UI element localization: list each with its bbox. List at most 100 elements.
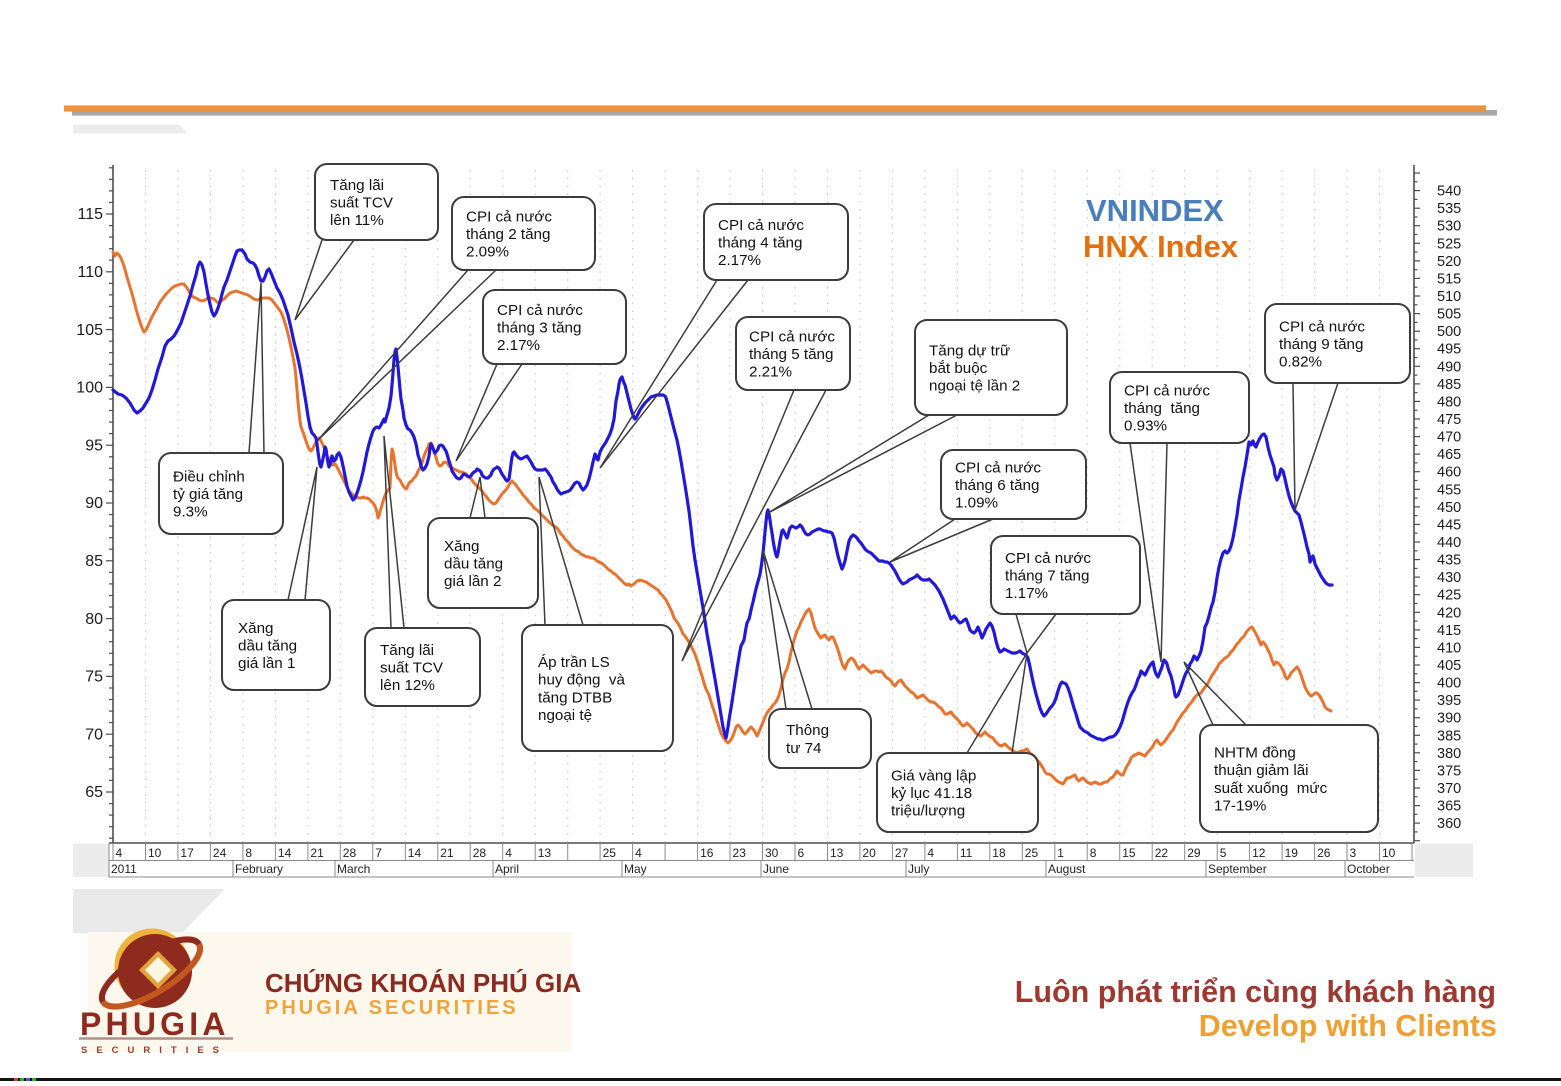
svg-text:1.17%: 1.17%: [1005, 585, 1048, 602]
svg-text:420: 420: [1437, 605, 1461, 621]
svg-text:tháng 9 tăng: tháng 9 tăng: [1279, 336, 1363, 353]
svg-text:510: 510: [1437, 289, 1461, 305]
svg-text:1.09%: 1.09%: [955, 495, 998, 512]
svg-text:26: 26: [1317, 846, 1331, 860]
svg-text:VNINDEX: VNINDEX: [1086, 193, 1224, 228]
svg-text:390: 390: [1437, 711, 1461, 727]
svg-text:CPI cả nước: CPI cả nước: [955, 459, 1041, 476]
svg-text:CHỨNG KHOÁN PHÚ GIA: CHỨNG KHOÁN PHÚ GIA: [265, 968, 581, 998]
svg-text:525: 525: [1437, 236, 1461, 252]
svg-text:3: 3: [1350, 846, 1357, 860]
svg-text:19: 19: [1285, 846, 1299, 860]
svg-text:SECURITIES: SECURITIES: [81, 1045, 228, 1056]
svg-text:4: 4: [116, 846, 123, 860]
svg-text:13: 13: [538, 846, 552, 860]
svg-text:520: 520: [1437, 254, 1461, 270]
svg-text:tháng 3 tăng: tháng 3 tăng: [497, 320, 581, 337]
svg-text:28: 28: [343, 846, 357, 860]
svg-text:540: 540: [1437, 184, 1461, 200]
svg-text:8: 8: [245, 846, 252, 860]
svg-text:455: 455: [1437, 482, 1461, 498]
svg-text:410: 410: [1437, 640, 1461, 656]
svg-text:bắt buộc: bắt buộc: [929, 360, 988, 377]
svg-text:495: 495: [1437, 342, 1461, 358]
svg-text:Áp trần LS: Áp trần LS: [538, 654, 610, 671]
svg-text:25: 25: [1025, 846, 1039, 860]
svg-text:Điều chỉnh: Điều chỉnh: [173, 468, 245, 485]
svg-text:4: 4: [927, 846, 934, 860]
svg-text:14: 14: [278, 846, 292, 860]
svg-text:dầu tăng: dầu tăng: [238, 638, 297, 655]
svg-text:Tăng lãi: Tăng lãi: [380, 642, 434, 659]
svg-text:2011: 2011: [111, 862, 137, 876]
svg-text:27: 27: [895, 846, 909, 860]
svg-text:405: 405: [1437, 658, 1461, 674]
svg-text:115: 115: [77, 206, 103, 223]
svg-text:65: 65: [85, 784, 103, 801]
svg-text:70: 70: [85, 726, 103, 743]
svg-text:lên 12%: lên 12%: [380, 677, 435, 694]
svg-text:17-19%: 17-19%: [1214, 797, 1266, 814]
svg-text:September: September: [1208, 862, 1267, 876]
svg-text:450: 450: [1437, 500, 1461, 516]
svg-text:Develop with Clients: Develop with Clients: [1199, 1009, 1497, 1043]
svg-text:0.93%: 0.93%: [1124, 418, 1167, 435]
svg-text:suất TCV: suất TCV: [330, 195, 394, 212]
svg-text:dầu tăng: dầu tăng: [444, 556, 503, 573]
svg-text:22: 22: [1155, 846, 1169, 860]
svg-text:triệu/lượng: triệu/lượng: [891, 803, 965, 820]
svg-text:460: 460: [1437, 465, 1461, 481]
svg-text:9.3%: 9.3%: [173, 504, 208, 521]
svg-text:thuận giảm lãi: thuận giảm lãi: [1214, 762, 1309, 779]
svg-text:360: 360: [1437, 816, 1461, 832]
svg-text:100: 100: [76, 380, 103, 397]
svg-text:huy động và: huy động và: [538, 672, 626, 689]
svg-text:June: June: [763, 862, 789, 876]
svg-text:28: 28: [473, 846, 487, 860]
svg-text:12: 12: [1252, 846, 1266, 860]
svg-text:8: 8: [1090, 846, 1097, 860]
svg-text:4: 4: [635, 846, 642, 860]
svg-text:giá lần 1: giá lần 1: [238, 655, 295, 672]
svg-text:tháng 4 tăng: tháng 4 tăng: [718, 235, 802, 252]
svg-text:ngoại tệ lần 2: ngoại tệ lần 2: [929, 378, 1020, 395]
svg-text:445: 445: [1437, 517, 1461, 533]
svg-text:440: 440: [1437, 535, 1461, 551]
svg-text:2.17%: 2.17%: [718, 252, 761, 269]
svg-text:370: 370: [1437, 781, 1461, 797]
svg-text:490: 490: [1437, 359, 1461, 375]
svg-text:April: April: [495, 862, 519, 876]
svg-text:105: 105: [76, 322, 103, 339]
svg-text:23: 23: [733, 846, 747, 860]
svg-text:4: 4: [505, 846, 512, 860]
svg-text:18: 18: [992, 846, 1006, 860]
svg-text:470: 470: [1437, 430, 1461, 446]
svg-text:ngoại tệ: ngoại tệ: [538, 707, 592, 724]
svg-text:13: 13: [830, 846, 844, 860]
svg-text:tháng 6 tăng: tháng 6 tăng: [955, 477, 1039, 494]
svg-text:10: 10: [148, 846, 162, 860]
svg-text:suất TCV: suất TCV: [380, 660, 444, 677]
svg-text:25: 25: [603, 846, 617, 860]
svg-text:5: 5: [1220, 846, 1227, 860]
svg-text:2.21%: 2.21%: [749, 364, 792, 381]
svg-text:75: 75: [85, 669, 103, 686]
svg-text:Tăng lãi: Tăng lãi: [330, 177, 384, 194]
svg-text:July: July: [908, 862, 929, 876]
svg-text:480: 480: [1437, 394, 1461, 410]
svg-text:435: 435: [1437, 553, 1461, 569]
svg-text:lên 11%: lên 11%: [330, 212, 384, 229]
svg-text:tăng DTBB: tăng DTBB: [538, 689, 612, 706]
svg-text:21: 21: [310, 846, 324, 860]
svg-text:Xăng: Xăng: [238, 620, 273, 637]
svg-text:385: 385: [1437, 728, 1461, 744]
svg-text:March: March: [337, 862, 370, 876]
svg-text:CPI cả nước: CPI cả nước: [1005, 550, 1091, 567]
svg-text:CPI cả nước: CPI cả nước: [497, 302, 583, 319]
svg-text:535: 535: [1437, 201, 1461, 217]
svg-text:1: 1: [1057, 846, 1064, 860]
svg-text:110: 110: [77, 264, 103, 281]
svg-text:CPI cả nước: CPI cả nước: [749, 328, 835, 345]
svg-text:tháng 7 tăng: tháng 7 tăng: [1005, 568, 1089, 585]
svg-text:515: 515: [1437, 271, 1461, 287]
